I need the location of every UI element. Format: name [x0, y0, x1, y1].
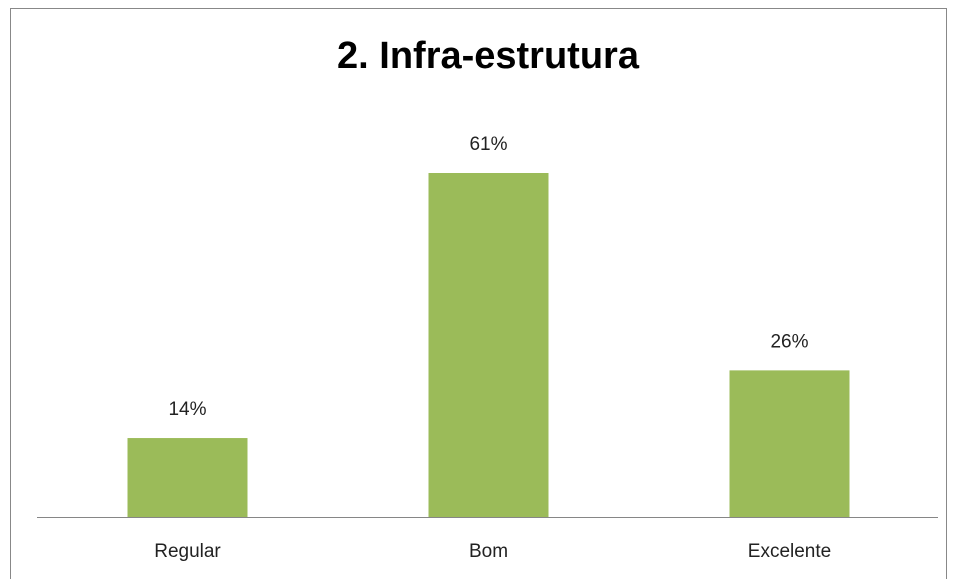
x-tick-label: Bom	[469, 541, 508, 562]
data-label: 14%	[168, 399, 206, 420]
data-label: 61%	[469, 134, 507, 155]
x-tick-label: Excelente	[748, 541, 831, 562]
bar	[127, 438, 248, 517]
bar	[428, 173, 549, 517]
bar	[729, 370, 850, 517]
x-tick-label: Regular	[154, 541, 221, 562]
data-label: 26%	[770, 331, 808, 352]
chart-title: 2. Infra-estrutura	[337, 35, 640, 77]
